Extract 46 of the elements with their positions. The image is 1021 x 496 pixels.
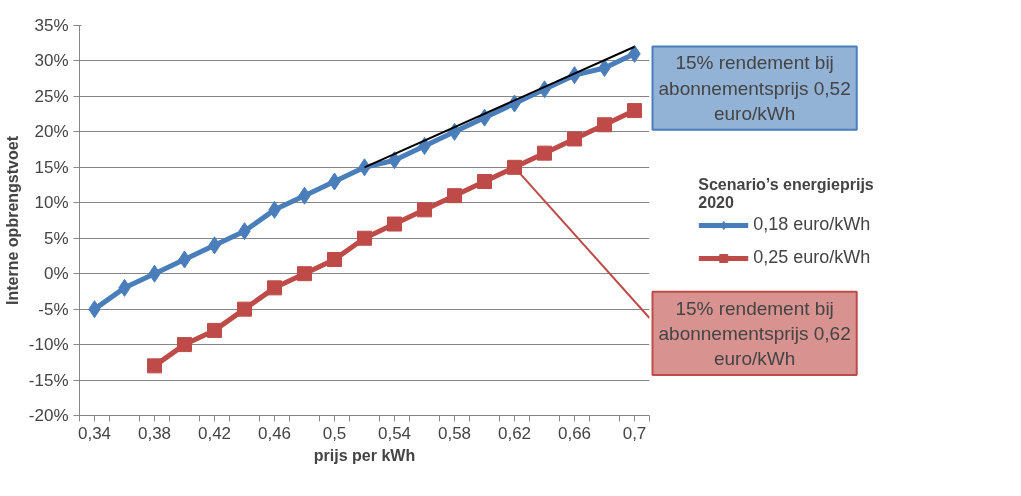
point	[327, 252, 342, 267]
x-tick-label: 0,38	[137, 423, 172, 443]
y-axis-title: Interne opbrengstvoet	[3, 135, 21, 305]
point	[267, 280, 282, 296]
point	[627, 103, 642, 119]
y-tick-label: -5%	[38, 299, 69, 319]
point	[567, 131, 582, 147]
y-tick-label: -10%	[28, 335, 69, 355]
x-axis-title: prijs per kWh	[313, 446, 416, 464]
legend-label: 0,18 euro/kWh	[753, 214, 871, 235]
point	[177, 337, 192, 353]
y-tick-label: 15%	[34, 157, 69, 177]
x-tick-label: 0,34	[77, 423, 112, 443]
x-tick-label: 0,58	[437, 423, 472, 443]
y-tick-label: 25%	[34, 86, 69, 106]
y-tick-label: 0%	[43, 264, 69, 284]
point	[237, 301, 252, 317]
y-tick-label: 5%	[43, 228, 69, 248]
x-tick-label: 0,66	[557, 423, 592, 443]
x-tick-label: 0,62	[497, 423, 532, 443]
point	[537, 145, 552, 161]
point	[447, 188, 462, 204]
y-tick-label: -20%	[28, 406, 69, 425]
y-tick-label: 10%	[34, 193, 69, 213]
x-tick-label: 0,5	[322, 423, 347, 443]
annotation: 15% rendement bij abonnementsprijs 0,62 euro/kWh	[658, 297, 851, 370]
point	[597, 117, 612, 133]
y-tick-label: -15%	[28, 370, 69, 390]
text: 15% rendement bij abonnementsprijs 0,52 euro/kWh	[658, 52, 851, 124]
point	[207, 322, 222, 338]
y-tick-label: 30%	[34, 51, 69, 71]
point	[507, 159, 522, 175]
x-tick-label: 0,42	[197, 423, 232, 443]
x-tick-label: 0,46	[257, 423, 292, 443]
point	[477, 174, 492, 189]
point	[417, 202, 432, 218]
point	[147, 358, 162, 374]
y-tick-label: 35%	[34, 16, 69, 35]
point	[297, 266, 312, 282]
y-tick-label: 20%	[34, 122, 69, 142]
point	[357, 230, 372, 246]
point	[387, 216, 402, 232]
legend-label: 0,25 euro/kWh	[753, 247, 871, 268]
x-tick-label: 0,54	[377, 423, 412, 443]
x-tick-label: 0,7	[622, 423, 647, 443]
legend-title: Scenario’s energieprijs 2020	[698, 176, 874, 212]
